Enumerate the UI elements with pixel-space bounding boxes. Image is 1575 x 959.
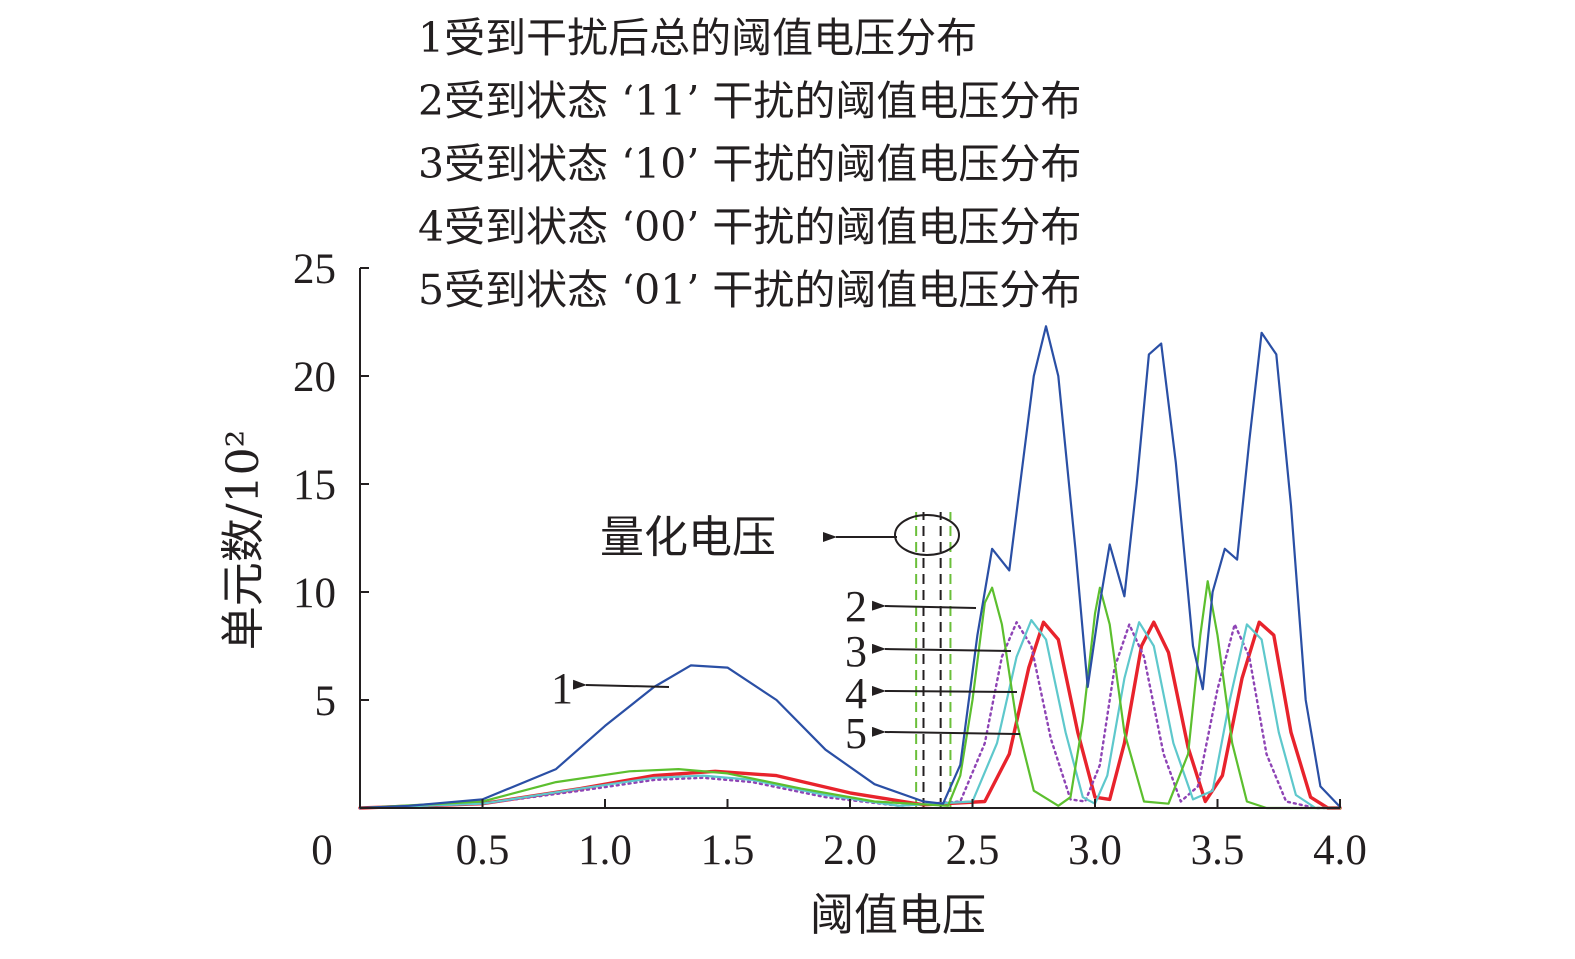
curve-label-4: 4 bbox=[845, 669, 867, 718]
curve-label-5: 5 bbox=[845, 709, 867, 758]
legend-entry-5: 5受到状态 ‘01’ 干扰的阈值电压分布 bbox=[418, 266, 1082, 314]
curve-arrow-3 bbox=[871, 643, 1012, 654]
plot-area bbox=[358, 325, 1342, 810]
legend-entry-4: 4受到状态 ‘00’ 干扰的阈值电压分布 bbox=[418, 203, 1082, 251]
curve-label-2: 2 bbox=[845, 582, 867, 631]
y-tick-label: 15 bbox=[293, 462, 336, 509]
y-tick-label: 5 bbox=[315, 678, 337, 725]
curve-label-3: 3 bbox=[845, 627, 867, 676]
quantization-circle bbox=[894, 514, 960, 556]
legend-entry-2: 2受到状态 ‘11’ 干扰的阈值电压分布 bbox=[418, 77, 1082, 125]
x-tick-label: 3.0 bbox=[1068, 827, 1122, 874]
y-tick-label: 10 bbox=[293, 570, 336, 617]
x-tick-label: 2.0 bbox=[823, 827, 877, 874]
x-tick-label: 0 bbox=[311, 827, 333, 874]
quantization-voltage-label: 量化电压 bbox=[600, 512, 776, 563]
x-tick-label: 4.0 bbox=[1313, 827, 1367, 874]
x-tick-label: 2.5 bbox=[946, 827, 1000, 874]
curve-arrow-1 bbox=[572, 679, 670, 690]
curve-arrow-2 bbox=[871, 600, 977, 611]
y-tick-label: 20 bbox=[293, 354, 336, 401]
x-tick-label: 1.5 bbox=[701, 827, 755, 874]
legend-entry-1: 1受到干扰后总的阈值电压分布 bbox=[418, 14, 978, 62]
y-tick-label: 25 bbox=[293, 246, 336, 293]
annotations: 量化电压 1 2 3 4 5 bbox=[551, 512, 1021, 758]
curve-arrow-5 bbox=[871, 726, 1021, 737]
series-line-4 bbox=[358, 621, 1342, 810]
series-line-3 bbox=[358, 618, 1342, 810]
curve-arrow-4 bbox=[871, 685, 1018, 696]
series-line-1 bbox=[358, 325, 1342, 810]
curve-label-1: 1 bbox=[551, 664, 573, 713]
legend-entry-3: 3受到状态 ‘10’ 干扰的阈值电压分布 bbox=[418, 140, 1082, 188]
x-tick-label: 1.0 bbox=[578, 827, 632, 874]
x-tick-label: 3.5 bbox=[1191, 827, 1245, 874]
series-line-5 bbox=[358, 620, 1342, 810]
y-axis-label: 单元数/10² bbox=[218, 430, 269, 650]
series-line-2 bbox=[358, 580, 1342, 810]
x-axis-label: 阈值电压 bbox=[810, 890, 986, 941]
x-tick-label: 0.5 bbox=[456, 827, 510, 874]
